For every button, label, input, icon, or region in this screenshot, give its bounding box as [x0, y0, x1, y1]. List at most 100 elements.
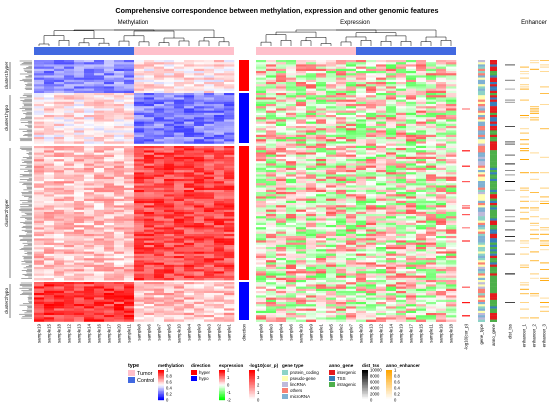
annotation-column-label: enhancer_3 — [542, 323, 547, 347]
expression-sample-label: sample5 — [329, 323, 334, 340]
legend-tick: 1 — [257, 390, 260, 395]
panel-title-methylation: Methylation — [118, 20, 149, 26]
methylation-sample-label: sample8 — [137, 323, 142, 340]
annotation-columns — [462, 60, 549, 322]
direction-column — [239, 60, 249, 320]
legend-label: Tumor — [137, 371, 153, 377]
type-bar-expression-tumor — [256, 47, 356, 55]
legend-tick: 3 — [257, 375, 260, 380]
legend-tick: 0.8 — [166, 374, 172, 379]
legend-swatch — [191, 376, 197, 381]
legend-label: hypo — [199, 376, 209, 381]
methylation-sample-label: sample20 — [117, 323, 122, 343]
expression-sample-label: sample1 — [319, 323, 324, 340]
expression-sample-label: sample16 — [439, 323, 444, 343]
legend-label: others — [290, 388, 303, 393]
methylation-sample-label: sample2 — [217, 323, 222, 340]
legend-swatch — [282, 394, 288, 399]
legend-tick: 0 — [166, 398, 169, 403]
legend-swatch — [191, 370, 197, 375]
legend-title: methylation — [158, 363, 184, 368]
expression-sample-label: sample13 — [369, 323, 374, 343]
legend-title: type — [128, 363, 139, 369]
expression-sample-label: sample3 — [269, 323, 274, 340]
legend-swatch — [282, 370, 288, 375]
legend-tick: 4000 — [370, 386, 380, 391]
legend-tick: 2000 — [370, 392, 380, 397]
annotation-column-label: dist_tss — [508, 323, 513, 339]
legend-tick: 0 — [257, 398, 260, 403]
methylation-sample-label: sample19 — [37, 323, 42, 343]
legend-label: lincRNA — [290, 382, 306, 387]
methylation-sample-label: sample9 — [197, 323, 202, 340]
expression-sample-label: sample18 — [449, 323, 454, 343]
legend-tick: 8000 — [370, 374, 380, 379]
legend-label: Control — [137, 378, 154, 384]
legend-title: gene type — [282, 363, 304, 368]
expression-sample-label: sample17 — [409, 323, 414, 343]
legend-label: intergenic — [337, 370, 357, 375]
legend-swatch — [282, 376, 288, 381]
legend-title: dist_tss — [362, 363, 380, 368]
type-annotation-bars — [34, 47, 456, 55]
panel-title-enhancer: Enhancer — [521, 20, 547, 26]
type-bar-methylation-tumor — [134, 47, 234, 55]
legend-tick: 0.4 — [166, 386, 172, 391]
direction-hypo-block — [239, 93, 249, 143]
methylation-sample-label: sample1 — [227, 323, 232, 340]
legend-tick: 1 — [166, 368, 169, 373]
row-dendrogram — [9, 60, 32, 319]
row-group-label: cluster2hyper — [4, 199, 9, 227]
row-group-label: cluster1hyper — [4, 61, 9, 89]
expression-column-dendrogram — [260, 29, 452, 46]
expression-sample-label: sample15 — [419, 323, 424, 343]
legend-tick: 0 — [394, 398, 397, 403]
methylation-sample-label: sample3 — [207, 323, 212, 340]
methylation-sample-label: sample13 — [77, 323, 82, 343]
annotation-column-label: enhancer_1 — [522, 323, 527, 347]
legend-tick: 4 — [257, 368, 260, 373]
legend-tick: 6000 — [370, 380, 380, 385]
direction-label: direction — [242, 323, 247, 340]
legend-tick: -1 — [227, 390, 231, 395]
legend-label: hyper — [199, 370, 211, 375]
legend-tick: 0.2 — [394, 392, 400, 397]
panel-title-expression: Expression — [340, 20, 370, 26]
legend-tick: 0.4 — [394, 386, 400, 391]
legend-title: expression — [219, 363, 243, 368]
legend-label: TSS — [337, 376, 346, 381]
methylation-column-dendrogram — [38, 29, 230, 46]
legend-title: -log10(cor_p) — [249, 363, 279, 368]
methylation-sample-label: sample17 — [107, 323, 112, 343]
legend-label: protein_coding — [290, 370, 319, 375]
expression-sample-label: sample20 — [359, 323, 364, 343]
annotation-column-label: -log10(cor_p) — [464, 323, 469, 350]
column-labels: sample19 sample15 sample18 sample12 sample13… — [37, 323, 547, 350]
legend-tick: 0.6 — [394, 380, 400, 385]
gene-type-legend: gene type protein_codingpseudo-genelincRN… — [282, 363, 319, 399]
expression-sample-label: sample6 — [289, 323, 294, 340]
legend-label: microRNA — [290, 394, 310, 399]
type-bar-expression-control — [356, 47, 456, 55]
legend-tick: 0.6 — [166, 380, 172, 385]
direction-hypo-block — [239, 282, 249, 320]
direction-hyper-block — [239, 60, 249, 91]
expression-heatmap — [256, 60, 457, 322]
expression-sample-label: sample9 — [309, 323, 314, 340]
figure-title: Comprehensive correspondence between met… — [115, 6, 438, 15]
methylation-sample-label: sample5 — [167, 323, 172, 340]
annotation-column-label: enhancer_2 — [532, 323, 537, 347]
expression-sample-label: sample2 — [339, 323, 344, 340]
legend-tick: 2 — [227, 368, 230, 373]
expression-sample-label: sample4 — [279, 323, 284, 340]
methylation-heatmap — [34, 60, 235, 322]
legend-tick: 10000 — [370, 368, 382, 373]
legend-tick: 0.2 — [166, 392, 172, 397]
methylation-sample-label: sample4 — [187, 323, 192, 340]
legend-label: intragenic — [337, 382, 357, 387]
legend-tick: -2 — [227, 398, 231, 403]
methylation-sample-label: sample6 — [147, 323, 152, 340]
